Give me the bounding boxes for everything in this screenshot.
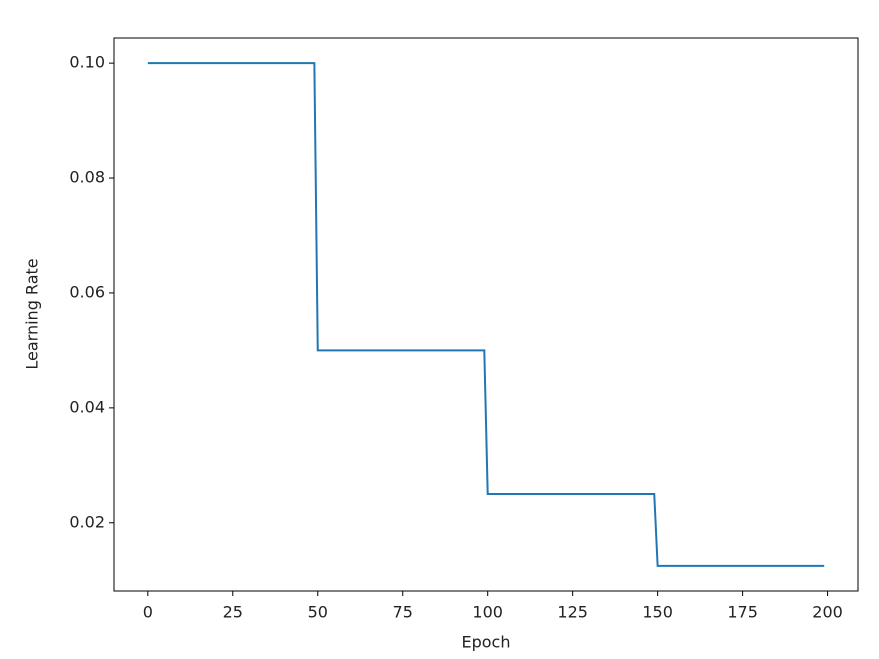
y-axis-label: Learning Rate	[23, 258, 42, 369]
y-tick-label: 0.04	[69, 397, 105, 416]
x-tick-label: 25	[223, 603, 243, 622]
x-tick-label: 150	[642, 603, 673, 622]
plot-frame	[113, 37, 859, 592]
y-tick-label: 0.02	[69, 512, 105, 531]
x-tick-label: 175	[727, 603, 758, 622]
x-tick-label: 50	[308, 603, 328, 622]
y-tick-label: 0.06	[69, 282, 105, 301]
x-tick-label: 200	[812, 603, 843, 622]
y-tick-label: 0.10	[69, 53, 105, 72]
line-series	[147, 62, 825, 567]
x-tick-label: 125	[557, 603, 588, 622]
x-tick-label: 75	[393, 603, 413, 622]
y-tick-label: 0.08	[69, 168, 105, 187]
x-tick-label: 0	[143, 603, 153, 622]
x-tick-label: 100	[472, 603, 503, 622]
x-axis-label: Epoch	[462, 633, 511, 652]
